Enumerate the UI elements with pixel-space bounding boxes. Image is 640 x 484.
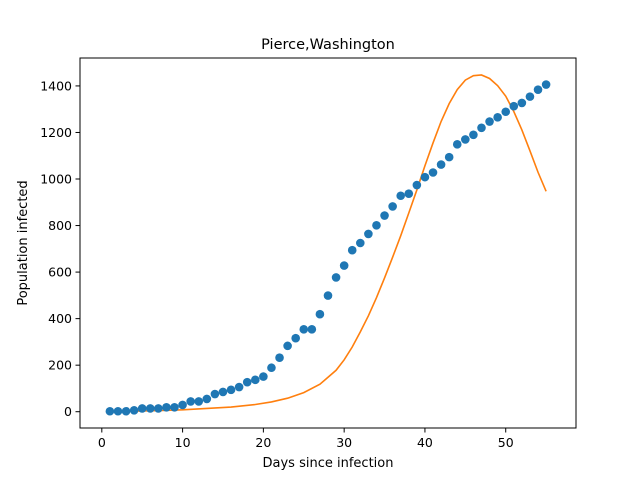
data-point xyxy=(404,189,414,198)
data-point xyxy=(291,333,300,343)
data-point xyxy=(477,123,486,133)
y-tick-label: 800 xyxy=(48,218,72,233)
y-tick-label: 1000 xyxy=(40,172,72,187)
data-point xyxy=(396,191,406,201)
x-tick-label: 0 xyxy=(98,435,106,450)
y-tick-label: 0 xyxy=(64,404,72,419)
data-point xyxy=(485,117,494,126)
series-1-line xyxy=(109,74,547,413)
data-point xyxy=(162,402,171,412)
data-point xyxy=(242,377,252,387)
data-point xyxy=(210,389,220,399)
data-point xyxy=(412,180,422,190)
data-point xyxy=(525,92,535,101)
data-point xyxy=(283,341,292,351)
data-point xyxy=(129,406,139,415)
data-point xyxy=(315,309,325,319)
x-tick-label: 30 xyxy=(336,435,352,450)
data-point xyxy=(178,400,187,410)
data-point xyxy=(461,135,470,144)
data-point xyxy=(388,202,397,211)
data-point xyxy=(275,353,284,363)
axes-frame xyxy=(79,57,577,429)
data-point xyxy=(509,101,519,111)
plot-area xyxy=(105,74,551,416)
x-tick-label: 20 xyxy=(255,435,271,450)
y-tick-label: 400 xyxy=(48,311,72,326)
data-point xyxy=(493,113,502,122)
data-point xyxy=(541,80,551,89)
data-point xyxy=(218,387,228,397)
x-tick-label: 50 xyxy=(498,435,514,450)
data-point xyxy=(339,261,349,270)
data-point xyxy=(145,404,155,413)
chart-title: Pierce,Washington xyxy=(261,37,395,53)
data-point xyxy=(105,406,115,416)
data-point xyxy=(170,402,179,412)
data-point xyxy=(299,325,309,334)
data-point xyxy=(226,385,236,395)
y-tick-label: 1400 xyxy=(40,78,72,93)
data-point xyxy=(347,245,357,255)
data-point xyxy=(501,107,511,117)
data-point xyxy=(137,404,147,413)
data-point xyxy=(267,363,276,373)
data-point xyxy=(420,172,430,182)
data-point xyxy=(364,229,373,239)
data-point xyxy=(113,406,123,416)
data-point xyxy=(436,160,446,169)
data-point xyxy=(194,397,204,406)
data-point xyxy=(154,404,163,413)
y-axis-ticks: 0 200 400 600 800 1000 1200 1400 xyxy=(40,78,80,419)
data-point xyxy=(517,98,527,108)
data-point xyxy=(331,273,341,282)
y-tick-label: 200 xyxy=(48,358,72,373)
x-axis-label: Days since infection xyxy=(263,456,394,471)
data-point xyxy=(307,325,317,334)
data-point xyxy=(452,140,462,149)
data-point xyxy=(380,211,389,220)
data-point xyxy=(469,130,478,140)
y-tick-label: 1200 xyxy=(40,125,72,140)
data-point xyxy=(533,85,543,94)
data-point xyxy=(121,406,131,416)
data-point xyxy=(444,152,454,162)
x-tick-label: 40 xyxy=(417,435,433,450)
data-point xyxy=(259,372,268,381)
data-point xyxy=(234,382,244,392)
data-point xyxy=(202,394,212,404)
data-point xyxy=(186,397,195,406)
x-tick-label: 10 xyxy=(175,435,191,450)
y-tick-label: 600 xyxy=(48,265,72,280)
data-point xyxy=(428,168,438,177)
x-axis-ticks: 0 10 20 30 40 50 xyxy=(98,428,514,450)
y-axis-label: Population infected xyxy=(16,180,31,305)
data-point xyxy=(372,221,381,230)
data-point xyxy=(251,375,260,385)
data-point xyxy=(323,291,333,300)
data-point xyxy=(356,238,365,248)
